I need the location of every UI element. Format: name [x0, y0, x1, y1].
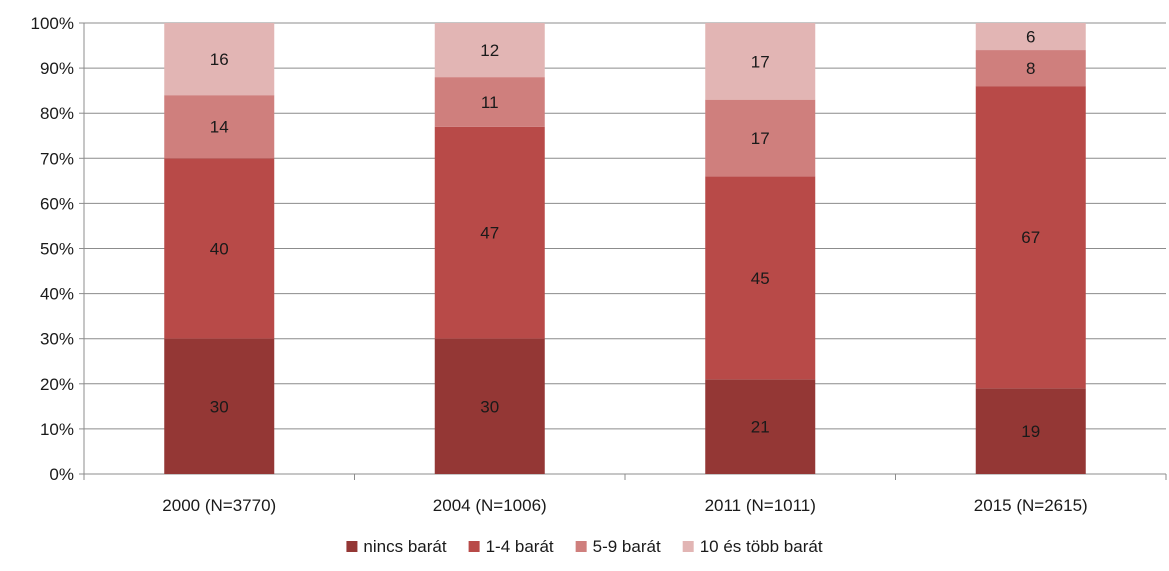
data-label: 47 — [480, 224, 499, 243]
data-label: 12 — [480, 41, 499, 60]
y-tick-label: 30% — [40, 330, 74, 349]
bar-segment — [975, 388, 1086, 474]
y-tick-label: 70% — [40, 149, 74, 168]
bar-segment — [975, 50, 1086, 87]
legend-item: 1-4 barát — [468, 537, 554, 556]
axes: 0% 10% 20% 30% 40% 50% 60% 70% 80% 90% 100% 2000 (N… — [31, 14, 1167, 515]
x-category-label: 2000 (N=3770) — [162, 496, 276, 515]
data-label: 17 — [751, 129, 770, 148]
data-label: 17 — [751, 52, 770, 71]
legend-label: 1-4 barát — [486, 537, 554, 556]
bar-segment — [434, 77, 545, 127]
y-tick-label: 90% — [40, 59, 74, 78]
legend-swatch — [346, 541, 358, 552]
bar-segment — [164, 23, 275, 96]
y-tick-label: 100% — [31, 14, 74, 33]
legend-label: 5-9 barát — [593, 537, 661, 556]
data-label: 14 — [210, 118, 229, 137]
y-tick-label: 50% — [40, 240, 74, 259]
bar-segment — [164, 158, 275, 339]
y-tick-label: 0% — [49, 465, 74, 484]
data-label: 19 — [1021, 422, 1040, 441]
x-category-label: 2004 (N=1006) — [433, 496, 547, 515]
legend-item: 10 és több barát — [682, 537, 823, 556]
bar-segment — [705, 379, 816, 474]
bar-segment — [164, 338, 275, 474]
bar-segment — [705, 23, 816, 100]
bar-segment — [434, 338, 545, 474]
bar-segment — [434, 126, 545, 339]
data-label: 21 — [751, 418, 770, 437]
y-tick-label: 40% — [40, 285, 74, 304]
legend-swatch — [682, 541, 694, 552]
data-label: 45 — [751, 269, 770, 288]
x-category-label: 2015 (N=2615) — [974, 496, 1088, 515]
bar-segment — [975, 86, 1086, 389]
legend-item: 5-9 barát — [575, 537, 661, 556]
data-label: 8 — [1026, 59, 1035, 78]
y-tick-label: 20% — [40, 375, 74, 394]
legend-label: 10 és több barát — [700, 537, 823, 556]
data-label: 30 — [480, 397, 499, 416]
x-category-label: 2011 (N=1011) — [705, 496, 816, 515]
legend-label: nincs barát — [363, 537, 446, 556]
data-label: 6 — [1026, 28, 1035, 47]
data-label: 40 — [210, 240, 229, 259]
data-labels: 30 40 14 16 30 47 11 12 21 45 17 17 19 67 8 6 — [210, 28, 1040, 442]
y-tick-label: 10% — [40, 420, 74, 439]
data-label: 30 — [210, 397, 229, 416]
legend: nincs barát 1-4 barát 5-9 barát 10 és több … — [346, 537, 823, 556]
data-label: 11 — [481, 93, 499, 112]
y-tick-label: 60% — [40, 194, 74, 213]
data-label: 67 — [1021, 228, 1040, 247]
bar-segment — [975, 23, 1086, 51]
legend-swatch — [468, 541, 480, 552]
bar-segment — [434, 23, 545, 78]
y-tick-label: 80% — [40, 104, 74, 123]
legend-swatch — [575, 541, 587, 552]
bars — [164, 23, 1086, 474]
bar-segment — [705, 176, 816, 380]
bar-segment — [705, 99, 816, 177]
bar-segment — [164, 95, 275, 159]
data-label: 16 — [210, 50, 229, 69]
legend-item: nincs barát — [346, 537, 447, 556]
